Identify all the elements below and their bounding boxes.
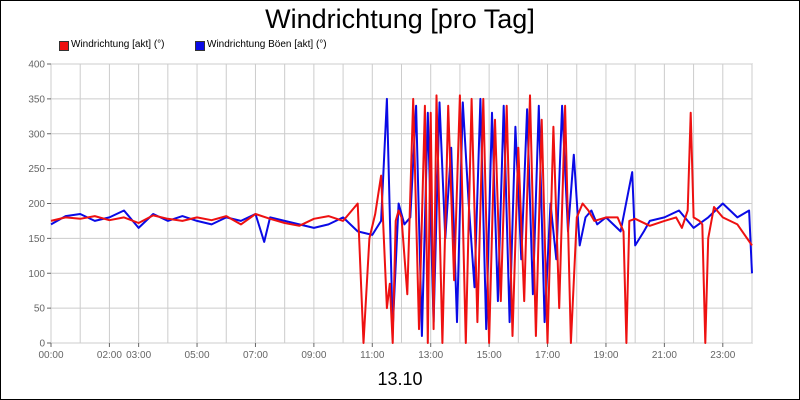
y-tick-label: 0 (39, 339, 45, 350)
x-tick-label: 19:00 (593, 350, 618, 361)
chart-title: Windrichtung [pro Tag] (265, 4, 535, 34)
y-tick-label: 300 (28, 129, 45, 140)
y-tick-label: 200 (28, 199, 45, 210)
y-tick-label: 100 (28, 269, 45, 280)
x-tick-label: 13:00 (418, 350, 443, 361)
y-tick-label: 150 (28, 234, 45, 245)
x-tick-label: 23:00 (710, 350, 735, 361)
legend-label-wind-direction: Windrichtung [akt] (°) (71, 39, 165, 50)
x-tick-label: 02:00 (97, 350, 122, 361)
y-tick-label: 250 (28, 164, 45, 175)
x-tick-label: 00:00 (38, 350, 63, 361)
series-line-wind-direction (50, 94, 753, 344)
legend-swatch-gust-direction (195, 41, 205, 51)
legend-swatch-wind-direction (59, 41, 69, 51)
x-tick-label: 11:00 (360, 350, 385, 361)
y-tick-label: 50 (34, 304, 46, 315)
x-tick-label: 17:00 (535, 350, 560, 361)
x-tick-label: 07:00 (243, 350, 268, 361)
x-tick-label: 15:00 (477, 350, 502, 361)
legend-label-gust-direction: Windrichtung Böen [akt] (°) (207, 39, 327, 50)
x-tick-label: 09:00 (301, 350, 326, 361)
x-tick-label: 03:00 (126, 350, 151, 361)
x-tick-label: 05:00 (185, 350, 210, 361)
x-axis-date-label: 13.10 (377, 369, 423, 389)
y-tick-label: 400 (28, 60, 45, 71)
x-tick-label: 21:00 (652, 350, 677, 361)
y-tick-label: 350 (28, 94, 45, 105)
